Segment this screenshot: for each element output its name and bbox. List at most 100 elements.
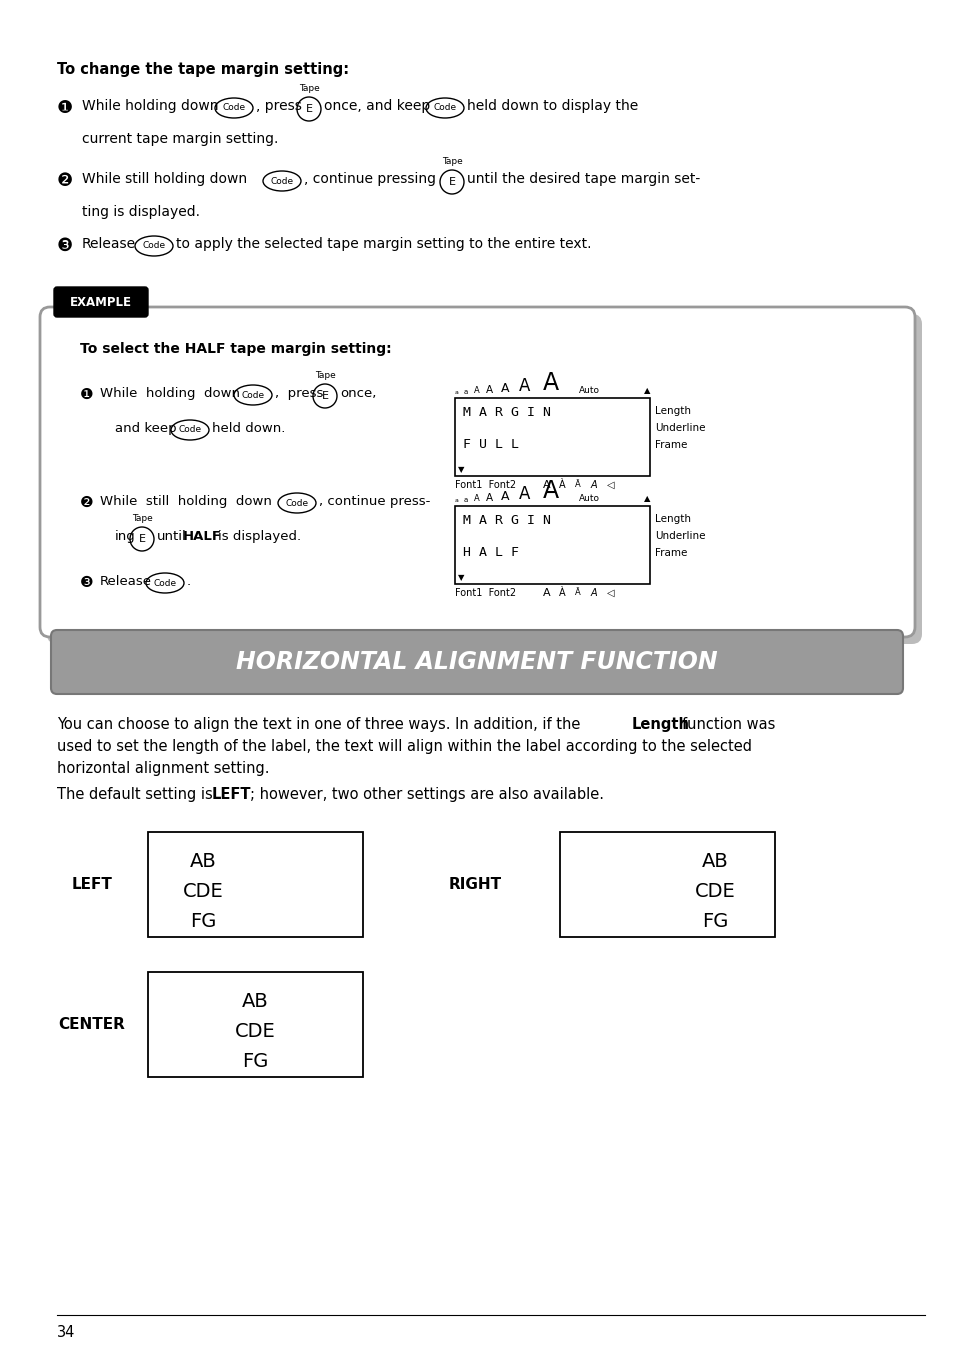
FancyBboxPatch shape [40,307,914,636]
Text: Code: Code [178,426,201,434]
Text: ,  press: , press [274,387,323,400]
Text: Code: Code [285,498,308,508]
Text: Tape: Tape [314,370,335,380]
Text: ❸: ❸ [57,237,73,255]
Text: A: A [485,385,493,395]
Text: Tape: Tape [441,157,462,166]
Text: Tape: Tape [298,84,319,94]
Text: ❸: ❸ [80,575,93,590]
Text: a: a [463,497,468,503]
Text: until the desired tape margin set-: until the desired tape margin set- [467,172,700,186]
Text: A: A [542,479,558,503]
Text: A: A [542,480,550,490]
Text: E: E [138,535,146,544]
Text: HORIZONTAL ALIGNMENT FUNCTION: HORIZONTAL ALIGNMENT FUNCTION [236,650,717,674]
Text: Length: Length [631,716,689,731]
Text: A: A [485,493,493,503]
Text: ◁: ◁ [606,588,614,598]
Text: CENTER: CENTER [58,1016,125,1033]
Text: ▲: ▲ [643,385,649,395]
Text: Tape: Tape [132,514,152,522]
Text: Release: Release [100,575,152,588]
Text: To select the HALF tape margin setting:: To select the HALF tape margin setting: [80,342,392,356]
Text: ▼: ▼ [457,465,464,474]
Bar [148,972,363,1077]
Text: EXAMPLE: EXAMPLE [70,296,132,308]
Text: Code: Code [270,176,294,186]
Text: Code: Code [241,391,264,399]
Text: a: a [463,389,468,395]
Text: until: until [157,531,187,543]
Text: RIGHT: RIGHT [448,877,501,892]
Text: Length: Length [655,514,690,524]
Text: to apply the selected tape margin setting to the entire text.: to apply the selected tape margin settin… [175,237,591,251]
Text: function was: function was [681,716,775,731]
Text: CDE: CDE [694,882,735,901]
Text: À: À [558,480,565,490]
Text: , continue press-: , continue press- [318,495,430,508]
Text: CDE: CDE [182,882,223,901]
Text: A: A [518,377,530,395]
Text: M A R G I N: M A R G I N [462,514,551,527]
Text: Frame: Frame [655,548,687,558]
FancyBboxPatch shape [54,286,148,318]
Text: ting is displayed.: ting is displayed. [82,205,200,218]
Text: once, and keep: once, and keep [324,99,430,113]
Text: A: A [500,383,509,395]
Text: , continue pressing: , continue pressing [304,172,436,186]
FancyBboxPatch shape [47,313,921,645]
Text: a: a [455,498,458,503]
Text: A: A [474,494,479,503]
Text: ▲: ▲ [643,494,649,503]
Bar [148,832,363,936]
Text: A: A [590,588,597,598]
Text: While still holding down: While still holding down [82,172,247,186]
Text: FG: FG [701,912,727,931]
Text: While  still  holding  down: While still holding down [100,495,272,508]
Bar [455,506,649,584]
Text: ❶: ❶ [57,99,73,117]
Text: To change the tape margin setting:: To change the tape margin setting: [57,62,349,77]
Text: Length: Length [655,406,690,417]
Text: Release: Release [82,237,136,251]
Text: AB: AB [700,852,727,871]
Text: Font1  Font2: Font1 Font2 [455,588,516,598]
Text: 34: 34 [57,1324,75,1339]
Text: ; however, two other settings are also available.: ; however, two other settings are also a… [250,787,603,802]
Text: ❷: ❷ [80,495,93,510]
Text: F U L L: F U L L [462,438,518,451]
Text: ◁: ◁ [606,480,614,490]
Text: Code: Code [142,242,166,251]
Text: A: A [542,588,550,598]
Text: While  holding  down: While holding down [100,387,240,400]
Text: held down.: held down. [212,422,285,436]
Text: Code: Code [433,103,456,113]
Text: H A L F: H A L F [462,546,518,559]
Text: ❷: ❷ [57,172,73,190]
FancyBboxPatch shape [51,630,902,693]
Text: AB: AB [242,992,269,1011]
Bar [559,832,774,936]
Text: Auto: Auto [578,494,599,503]
Text: Auto: Auto [578,385,599,395]
Text: once,: once, [339,387,376,400]
Text: Code: Code [153,578,176,588]
Text: A: A [542,370,558,395]
Text: While holding down: While holding down [82,99,218,113]
Text: A: A [474,385,479,395]
Text: LEFT: LEFT [212,787,252,802]
Text: Ã: Ã [575,588,580,597]
Text: is displayed.: is displayed. [218,531,301,543]
Text: HALF: HALF [183,531,222,543]
Text: Underline: Underline [655,531,705,541]
Bar [455,398,649,476]
Text: E: E [448,176,455,187]
Text: used to set the length of the label, the text will align within the label accord: used to set the length of the label, the… [57,740,751,754]
Text: LEFT: LEFT [71,877,112,892]
Text: ❶: ❶ [80,387,93,402]
Text: ing: ing [115,531,135,543]
Text: horizontal alignment setting.: horizontal alignment setting. [57,761,269,776]
Text: A: A [590,480,597,490]
Text: A: A [518,484,530,503]
Text: and keep: and keep [115,422,176,436]
